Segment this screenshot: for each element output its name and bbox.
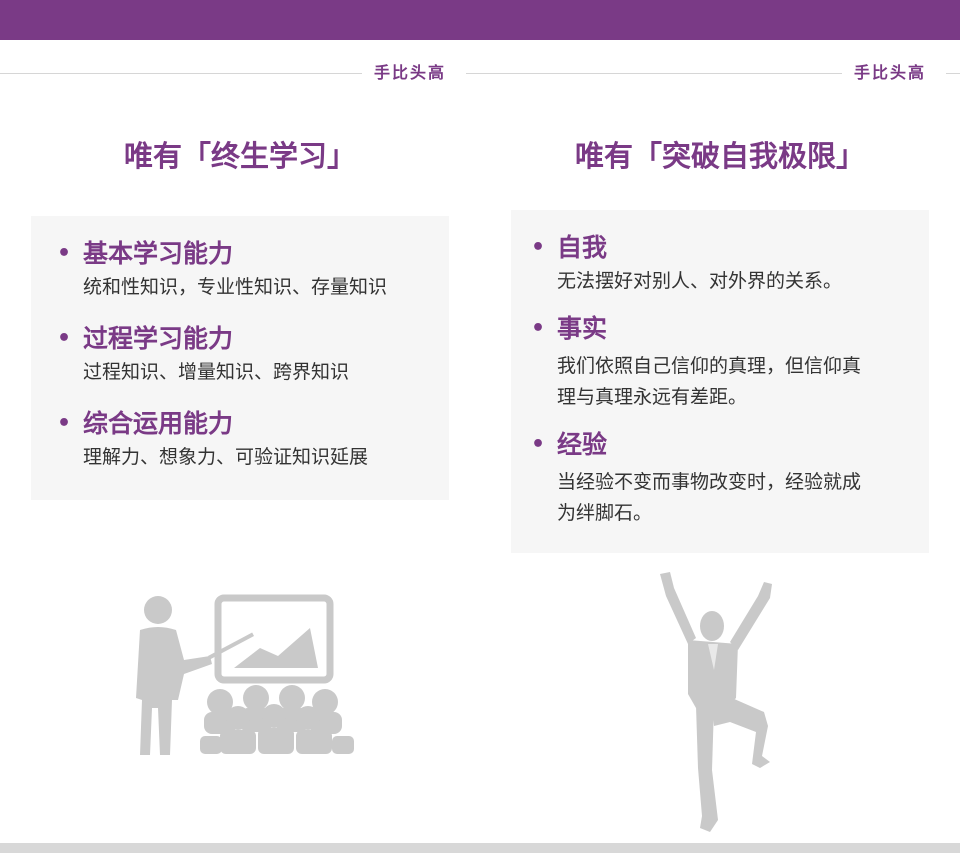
bullet-icon: • [531,235,546,260]
bullet-icon: • [531,316,546,341]
item-description: 统和性知识，专业性知识、存量知识 [83,276,388,298]
cheering-businessman-icon [660,572,772,832]
list-item: • 自我 无法摆好对别人、对外界的关系。 [531,230,919,297]
list-item: • 经验 当经验不变而事物改变时，经验就成 为绊脚石。 [531,427,919,529]
list-item: • 综合运用能力 理解力、想象力、可验证知识延展 [57,406,439,473]
header-rule-left [0,73,362,74]
item-description: 为绊脚石。 [557,502,653,524]
bottom-bar [0,843,960,853]
bullet-icon: • [57,241,72,266]
item-description: 当经验不变而事物改变时，经验就成 [557,471,862,493]
top-bar [0,0,960,40]
bullet-icon: • [531,432,546,457]
bullet-icon: • [57,411,72,436]
item-heading: • 事实 [531,311,919,347]
left-column-title: 唯有「终生学习」 [123,139,356,173]
item-heading: • 过程学习能力 [57,321,439,357]
right-panel: • 自我 无法摆好对别人、对外界的关系。 • 事实 我们依照自己信仰的真理，但信仰真… [511,210,929,553]
item-heading: • 经验 [531,427,919,463]
item-description: 我们依照自己信仰的真理，但信仰真 [557,355,862,377]
presenter-with-chart-and-audience-icon [136,594,354,755]
item-heading: • 综合运用能力 [57,406,439,442]
header-rule-middle [466,73,842,74]
item-description: 理与真理永远有差距。 [557,386,748,408]
list-item: • 事实 我们依照自己信仰的真理，但信仰真 理与真理永远有差距。 [531,311,919,413]
item-description: 理解力、想象力、可验证知识延展 [83,446,369,468]
left-panel: • 基本学习能力 统和性知识，专业性知识、存量知识 • 过程学习能力 过程知识、增量… [31,216,449,500]
brand-label-right: 手比头高 [854,63,927,82]
list-item: • 过程学习能力 过程知识、增量知识、跨界知识 [57,321,439,388]
brand-label-left: 手比头高 [374,63,447,82]
right-column-title: 唯有「突破自我极限」 [574,139,865,173]
item-heading: • 基本学习能力 [57,236,439,272]
bullet-icon: • [57,326,72,351]
item-description: 无法摆好对别人、对外界的关系。 [557,270,843,292]
item-heading: • 自我 [531,230,919,266]
header-rule-right [946,73,960,74]
item-description: 过程知识、增量知识、跨界知识 [83,361,350,383]
list-item: • 基本学习能力 统和性知识，专业性知识、存量知识 [57,236,439,303]
